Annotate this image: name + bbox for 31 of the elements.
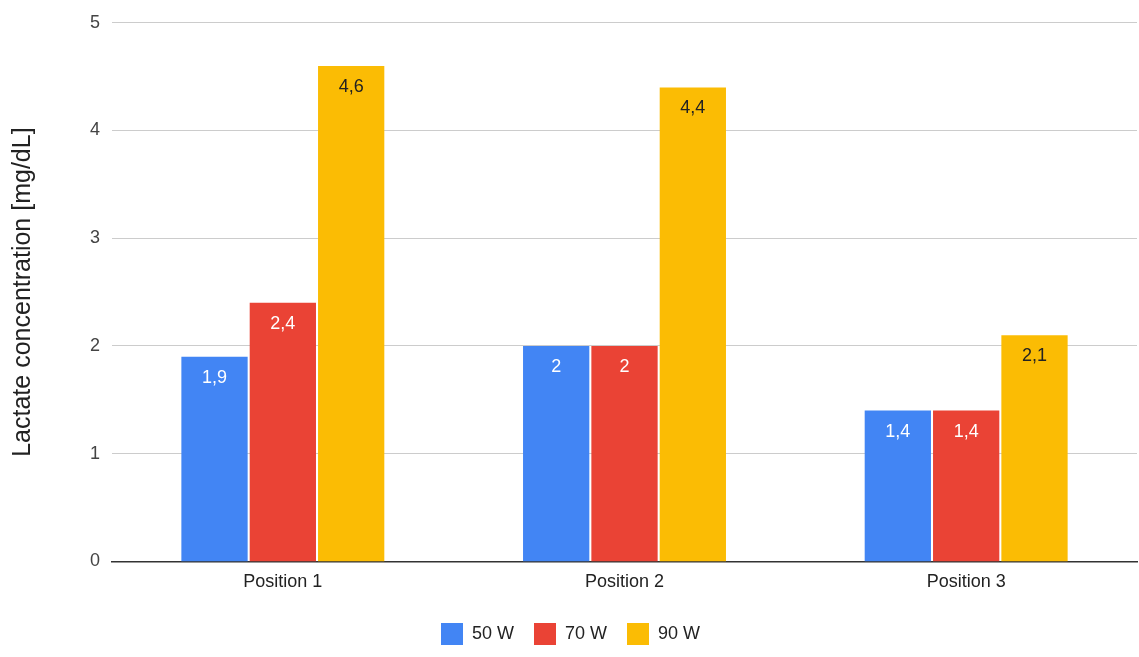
y-tick-label: 2 xyxy=(90,334,101,355)
data-label: 2 xyxy=(619,355,630,376)
bar xyxy=(659,87,726,562)
data-label: 4,6 xyxy=(338,75,364,96)
y-axis-title: Lactate concentration [mg/dL] xyxy=(6,127,35,457)
bar xyxy=(249,302,316,562)
data-label: 4,4 xyxy=(680,97,706,118)
bar xyxy=(864,410,931,562)
bar xyxy=(933,410,1000,562)
data-label: 1,4 xyxy=(953,420,979,441)
x-tick-label: Position 2 xyxy=(584,571,665,592)
x-tick-label: Position 1 xyxy=(243,571,323,592)
bar xyxy=(1001,335,1068,562)
bar xyxy=(318,65,385,562)
bar xyxy=(591,345,658,562)
y-tick-label: 1 xyxy=(90,442,101,463)
y-tick-label: 0 xyxy=(90,550,101,571)
data-label: 2 xyxy=(551,355,562,376)
data-label: 1,4 xyxy=(885,420,911,441)
y-tick-label: 3 xyxy=(90,227,101,248)
legend-label: 50 W xyxy=(471,622,514,643)
legend-label: 70 W xyxy=(564,622,608,643)
data-label: 2,4 xyxy=(270,312,296,333)
bar xyxy=(181,356,248,562)
y-tick-label: 5 xyxy=(90,11,101,32)
x-tick-label: Position 3 xyxy=(926,571,1006,592)
bar xyxy=(523,345,590,562)
y-tick-label: 4 xyxy=(90,119,101,140)
data-label: 2,1 xyxy=(1021,345,1048,366)
legend-label: 90 W xyxy=(658,622,701,643)
data-label: 1,9 xyxy=(201,366,228,387)
